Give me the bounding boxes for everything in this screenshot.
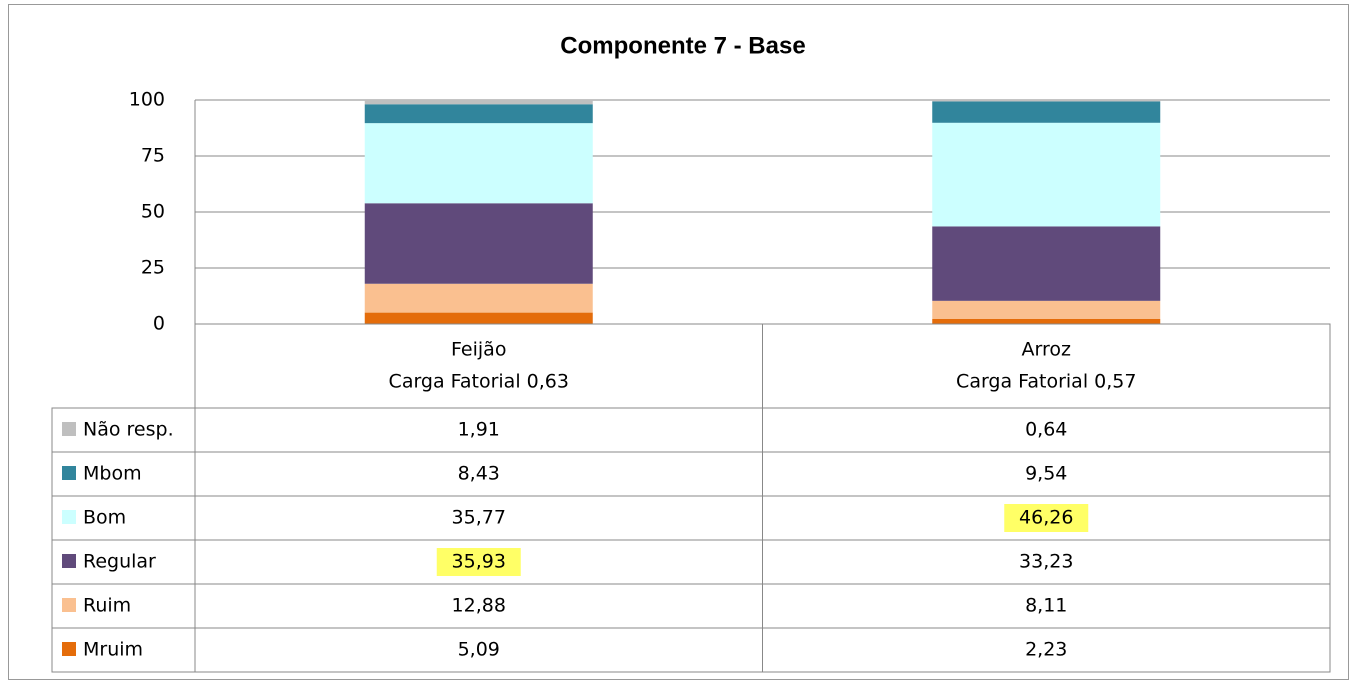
bar-segment: [364, 283, 593, 313]
y-tick-label: 25: [141, 257, 165, 279]
highlight: [436, 548, 521, 576]
bar-segment: [932, 101, 1161, 123]
y-tick-label: 0: [153, 313, 165, 335]
x-tick-label: Arroz: [1022, 339, 1071, 361]
legend-swatch: [62, 466, 76, 480]
data-label: 35,93: [452, 551, 506, 573]
bar-segment: [364, 203, 593, 284]
data-label: 46,26: [1019, 507, 1073, 529]
chart-title: Componente 7 - Base: [560, 32, 805, 59]
bar-segment: [932, 300, 1161, 320]
legend-swatch: [62, 554, 76, 568]
x-tick-label: Carga Fatorial 0,63: [389, 371, 569, 393]
bar-segment: [364, 104, 593, 124]
legend-label: Não resp.: [83, 419, 174, 441]
data-label: 12,88: [452, 595, 506, 617]
legend-label: Mruim: [83, 639, 143, 661]
data-label: 1,91: [458, 419, 500, 441]
y-tick-label: 75: [141, 145, 165, 167]
legend-label: Ruim: [83, 595, 131, 617]
data-label: 9,54: [1025, 463, 1067, 485]
bar-segment: [364, 123, 593, 204]
data-label: 8,43: [458, 463, 500, 485]
bar-segment: [932, 319, 1161, 324]
bar-segment: [932, 99, 1161, 102]
legend-swatch: [62, 598, 76, 612]
data-label: 2,23: [1025, 639, 1067, 661]
data-label: 35,77: [452, 507, 506, 529]
legend-swatch: [62, 422, 76, 436]
bar-segment: [932, 226, 1161, 301]
bar-segment: [932, 122, 1161, 227]
legend-swatch: [62, 510, 76, 524]
bar-segment: [364, 99, 593, 105]
data-label: 0,64: [1025, 419, 1067, 441]
legend-label: Mbom: [83, 463, 142, 485]
legend-label: Regular: [83, 551, 156, 573]
x-tick-label: Feijão: [451, 339, 506, 361]
bar-segment: [364, 312, 593, 324]
table-cell: [762, 627, 1331, 673]
highlight: [1004, 504, 1089, 532]
y-tick-label: 50: [141, 201, 165, 223]
x-tick-label: Carga Fatorial 0,57: [956, 371, 1136, 393]
data-label: 33,23: [1019, 551, 1073, 573]
legend-swatch: [62, 642, 76, 656]
data-label: 5,09: [458, 639, 500, 661]
legend-label: Bom: [83, 507, 126, 529]
data-label: 8,11: [1025, 595, 1067, 617]
y-tick-label: 100: [129, 89, 165, 111]
